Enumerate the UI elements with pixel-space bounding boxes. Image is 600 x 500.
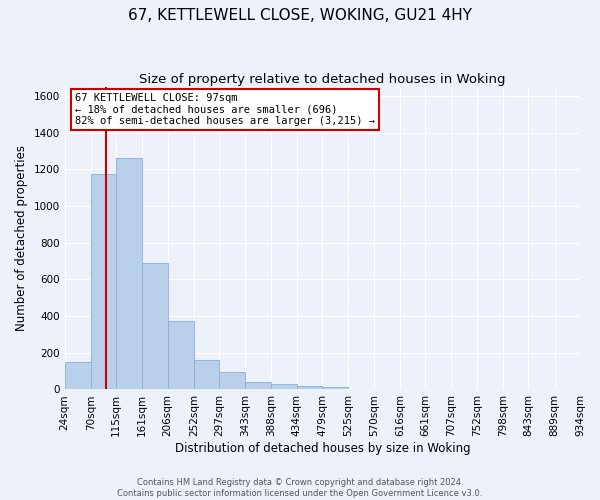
Bar: [65, 362, 91, 390]
Text: Contains HM Land Registry data © Crown copyright and database right 2024.
Contai: Contains HM Land Registry data © Crown c…: [118, 478, 482, 498]
Text: 67 KETTLEWELL CLOSE: 97sqm
← 18% of detached houses are smaller (696)
82% of sem: 67 KETTLEWELL CLOSE: 97sqm ← 18% of deta…: [75, 92, 375, 126]
Bar: [168, 320, 194, 390]
Text: 67, KETTLEWELL CLOSE, WOKING, GU21 4HY: 67, KETTLEWELL CLOSE, WOKING, GU21 4HY: [128, 8, 472, 22]
Bar: [91, 174, 116, 390]
X-axis label: Distribution of detached houses by size in Woking: Distribution of detached houses by size …: [175, 442, 470, 455]
Title: Size of property relative to detached houses in Woking: Size of property relative to detached ho…: [139, 72, 506, 86]
Bar: [142, 263, 168, 390]
Bar: [219, 372, 245, 390]
Bar: [297, 386, 322, 390]
Bar: [271, 384, 297, 390]
Bar: [322, 388, 349, 390]
Bar: [194, 360, 219, 390]
Bar: [116, 158, 142, 390]
Bar: [245, 382, 271, 390]
Y-axis label: Number of detached properties: Number of detached properties: [15, 145, 28, 331]
